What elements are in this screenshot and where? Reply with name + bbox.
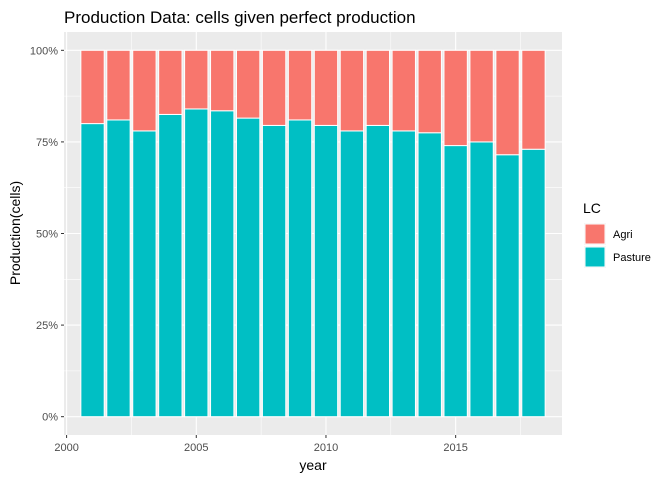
bar-agri-2010 (313, 49, 339, 126)
bar-agri-2005 (184, 49, 209, 110)
x-axis-title: year (299, 457, 327, 473)
x-tick-label: 2010 (314, 442, 338, 454)
x-tick-label: 2000 (54, 442, 78, 454)
legend-entries: Agri Pasture (584, 223, 651, 268)
legend-label-pasture: Pasture (613, 252, 651, 264)
bar-pasture-2012 (365, 124, 391, 418)
bar-pasture-2007 (235, 117, 261, 418)
bar-pasture-2008 (261, 124, 287, 418)
bar-agri-2014 (417, 49, 442, 134)
bar-pasture-2016 (469, 141, 494, 418)
bar-pasture-2014 (417, 132, 442, 418)
bar-agri-2004 (158, 49, 183, 115)
bar-pasture-2004 (158, 113, 183, 418)
bar-agri-2001 (80, 49, 105, 125)
bar-agri-2017 (495, 49, 520, 156)
bar-pasture-2010 (313, 124, 339, 418)
bar-pasture-2006 (210, 110, 235, 418)
bar-agri-2013 (391, 49, 416, 132)
x-tick-label: 2015 (443, 442, 467, 454)
y-tick-label: 75% (36, 137, 58, 149)
bar-agri-2018 (521, 49, 546, 150)
y-tick-label: 0% (42, 412, 58, 424)
bar-agri-2011 (339, 49, 365, 132)
bar-agri-2015 (443, 49, 468, 147)
y-tick-label: 50% (36, 229, 58, 241)
chart-title: Production Data: cells given perfect pro… (64, 8, 416, 27)
bar-agri-2003 (132, 49, 157, 132)
legend-label-agri: Agri (613, 229, 633, 241)
bar-pasture-2005 (184, 108, 209, 418)
bar-agri-2006 (210, 49, 235, 112)
legend-title: LC (583, 200, 601, 216)
bar-pasture-2018 (521, 148, 546, 418)
x-tick-label: 2005 (184, 442, 208, 454)
y-tick-label: 25% (36, 320, 58, 332)
y-tick-label: 100% (30, 45, 58, 57)
bar-agri-2007 (235, 49, 261, 119)
bar-pasture-2017 (495, 154, 520, 418)
y-axis-title: Production(cells) (7, 181, 23, 285)
bar-agri-2016 (469, 49, 494, 143)
bar-agri-2012 (365, 49, 391, 126)
y-axis: 0% 25% 50% 75% 100% (30, 45, 64, 424)
bar-pasture-2013 (391, 130, 416, 418)
bar-pasture-2003 (132, 130, 157, 418)
legend-swatch-agri (584, 223, 606, 245)
bars (80, 49, 546, 418)
bar-pasture-2015 (443, 145, 468, 418)
bar-pasture-2002 (106, 119, 131, 418)
x-axis: 2000 2005 2010 2015 (54, 435, 468, 454)
legend-swatch-pasture (584, 246, 606, 268)
bar-pasture-2011 (339, 130, 365, 418)
bar-agri-2002 (106, 49, 131, 121)
bar-agri-2008 (261, 49, 287, 126)
legend: LC Agri Pasture (583, 200, 651, 268)
bar-agri-2009 (287, 49, 313, 121)
bar-pasture-2009 (287, 119, 313, 418)
bar-pasture-2001 (80, 123, 105, 418)
